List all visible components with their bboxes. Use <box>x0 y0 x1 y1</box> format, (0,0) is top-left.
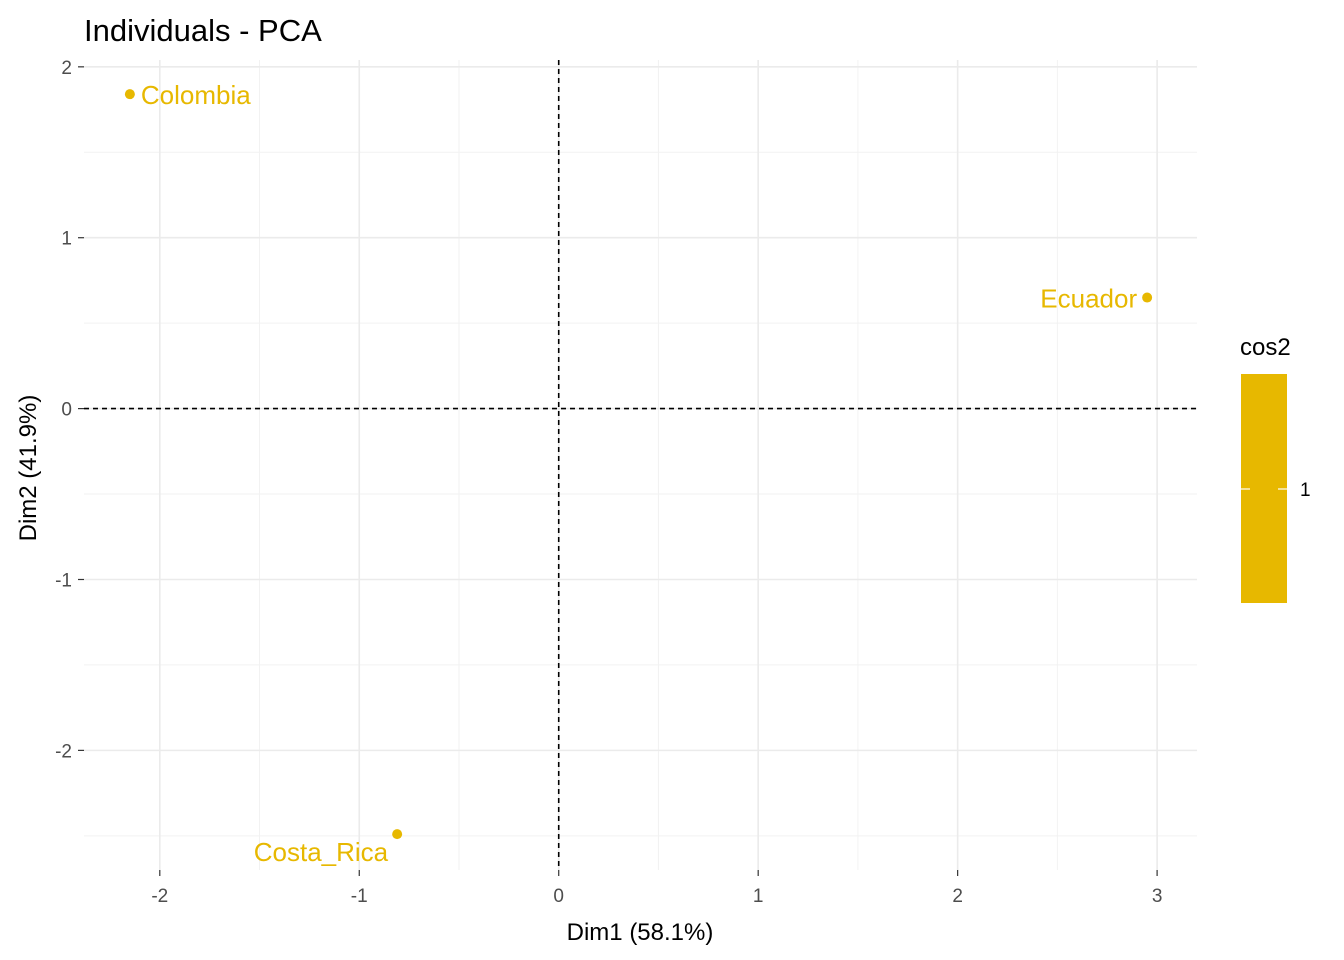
data-points: Colombia Ecuador Costa_Rica <box>124 80 1153 867</box>
legend-label: 1 <box>1300 480 1311 501</box>
point-label: Ecuador <box>1040 284 1137 314</box>
x-tick-label: 0 <box>553 886 564 907</box>
x-tick-label: -1 <box>351 886 368 907</box>
data-point <box>124 89 135 100</box>
y-tick-label: 0 <box>61 400 72 421</box>
y-tick-label: -2 <box>55 741 72 762</box>
x-axis-title: Dim1 (58.1%) <box>567 919 714 946</box>
point-label: Colombia <box>141 80 251 110</box>
point-label: Costa_Rica <box>254 837 389 867</box>
data-point <box>392 829 403 840</box>
x-tick-label: -2 <box>151 886 168 907</box>
y-tick-label: 1 <box>61 229 72 250</box>
x-tick-label: 1 <box>753 886 764 907</box>
axis-ticks: -2 -1 0 1 2 3 -2 -1 0 1 2 <box>55 58 1162 907</box>
chart-title: Individuals - PCA <box>84 13 322 48</box>
y-axis-title: Dim2 (41.9%) <box>15 395 42 542</box>
legend-title: cos2 <box>1240 334 1291 361</box>
reference-lines <box>84 60 1197 870</box>
minor-grid <box>84 60 1197 870</box>
x-tick-label: 2 <box>952 886 963 907</box>
major-grid <box>84 60 1197 870</box>
legend: cos2 1 <box>1240 334 1311 603</box>
data-point <box>1142 292 1153 303</box>
y-tick-label: -1 <box>55 570 72 591</box>
x-tick-label: 3 <box>1152 886 1163 907</box>
y-tick-label: 2 <box>61 58 72 79</box>
